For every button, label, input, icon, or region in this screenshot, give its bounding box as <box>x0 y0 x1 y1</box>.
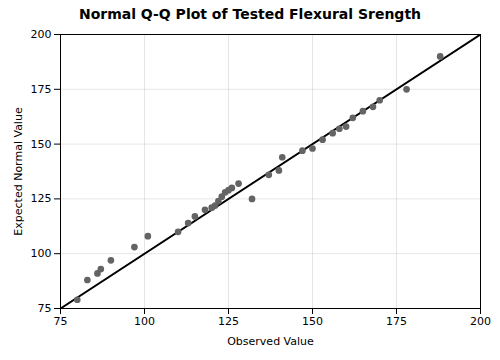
svg-text:175: 175 <box>31 83 52 96</box>
svg-text:200: 200 <box>470 315 491 328</box>
svg-text:Observed Value: Observed Value <box>227 335 314 348</box>
svg-text:125: 125 <box>218 315 239 328</box>
html-text:Normal Q-Q Plot of Tested Flex: Normal Q-Q Plot of Tested Flexural Sreng… <box>78 6 422 22</box>
svg-text:Expected Normal Value: Expected Normal Value <box>12 107 25 236</box>
svg-text:150: 150 <box>302 315 323 328</box>
svg-text:150: 150 <box>31 138 52 151</box>
svg-text:175: 175 <box>386 315 407 328</box>
svg-text:75: 75 <box>54 315 68 328</box>
svg-text:100: 100 <box>134 315 155 328</box>
svg-text:125: 125 <box>31 192 52 205</box>
svg-text:75: 75 <box>38 302 52 315</box>
svg-text:200: 200 <box>31 28 52 41</box>
svg-text:100: 100 <box>31 247 52 260</box>
